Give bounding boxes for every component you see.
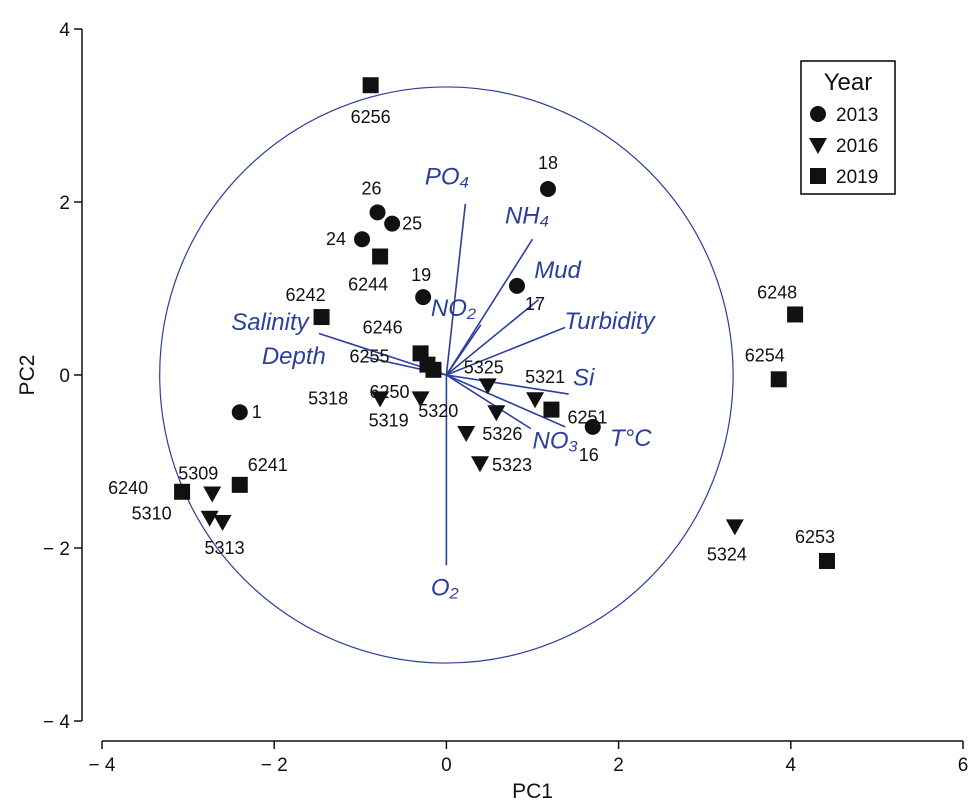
data-point [384, 216, 400, 232]
data-point [314, 309, 330, 325]
x-tick-label: 4 [786, 755, 797, 776]
loading-vector-label: NO₂ [431, 295, 476, 322]
legend-marker [810, 168, 826, 184]
series-2019: 6256 6244 6242 6246 6255 6250 6251 6248 6254 6253… [108, 77, 835, 569]
data-point-label: 18 [538, 153, 558, 173]
data-point-label: 6256 [351, 107, 391, 127]
data-point [372, 248, 388, 264]
data-point [479, 378, 497, 394]
legend-entry-label: 2019 [836, 167, 878, 188]
data-point-label: 6250 [369, 382, 409, 402]
data-point [487, 405, 505, 421]
data-point [354, 231, 370, 247]
data-point [457, 426, 475, 442]
data-point-label: 5321 [525, 367, 565, 387]
loading-vectors-layer: PO₄ NH₄ Mud NO₂ Turbidity Salinity Depth Si NO₃ T… [231, 164, 656, 602]
data-point-label: 5325 [464, 357, 504, 377]
data-point [214, 515, 232, 531]
x-tick-label: 6 [958, 755, 968, 776]
y-tick-label: − 4 [43, 712, 70, 733]
data-point-label: 5309 [178, 464, 218, 484]
data-point-label: 6246 [363, 317, 403, 337]
data-point-label: 6241 [248, 455, 288, 475]
y-tick-label: 0 [59, 366, 70, 387]
data-point-label: 6240 [108, 478, 148, 498]
data-point [509, 278, 525, 294]
data-point [543, 402, 559, 418]
loading-vector-label: Salinity [231, 309, 310, 336]
y-tick-label: − 2 [43, 539, 70, 560]
loading-vector-label: NH₄ [505, 203, 549, 230]
y-axis-title: PC2 [16, 355, 39, 396]
data-point [203, 487, 221, 503]
x-axis-title: PC1 [512, 780, 553, 803]
loading-vector-label: Mud [534, 257, 581, 284]
data-point [787, 306, 803, 322]
data-point [174, 484, 190, 500]
data-point-label: 1 [252, 402, 262, 422]
loading-vector-label: O₂ [431, 575, 459, 602]
x-tick-label: − 4 [89, 755, 116, 776]
legend-marker [810, 106, 826, 122]
data-point-label: 6248 [757, 282, 797, 302]
data-point-label: 16 [579, 445, 599, 465]
data-point-label: 6254 [745, 345, 785, 365]
x-tick-label: 0 [441, 755, 452, 776]
data-point [370, 204, 386, 220]
data-point-label: 5313 [205, 538, 245, 558]
data-point-label: 5318 [308, 388, 348, 408]
data-point-label: 19 [411, 265, 431, 285]
data-point-label: 25 [402, 214, 422, 234]
data-point-label: 5323 [492, 455, 532, 475]
legend-title: Year [824, 69, 873, 96]
data-point [232, 477, 248, 493]
series-2016: 5325 5321 5318 5319 5320 5326 5323 5309 5310 5313… [132, 357, 747, 564]
data-point [415, 289, 431, 305]
legend-entry-label: 2013 [836, 105, 878, 126]
loading-vector-label: NO₃ [533, 428, 579, 455]
data-point-label: 6242 [286, 285, 326, 305]
data-point-label: 5319 [369, 410, 409, 430]
data-point [425, 362, 441, 378]
data-point-label: 26 [362, 178, 382, 198]
data-point-label: 5324 [707, 544, 747, 564]
data-point-label: 5320 [418, 401, 458, 421]
data-point-label: 24 [326, 229, 346, 249]
data-point [726, 519, 744, 535]
loading-vector-label: Si [573, 364, 595, 391]
data-point [471, 456, 489, 472]
loading-vector-label: Depth [262, 343, 326, 370]
data-point-label: 17 [525, 294, 545, 314]
data-point [771, 371, 787, 387]
x-tick-label: − 2 [261, 755, 288, 776]
x-tick-label: 2 [613, 755, 624, 776]
data-point [526, 392, 544, 408]
legend-entry-label: 2016 [836, 136, 878, 157]
data-point [540, 181, 556, 197]
data-point-label: 6244 [348, 274, 388, 294]
legend: Year 2013 2016 2019 [801, 61, 895, 194]
data-point-label: 6251 [567, 408, 607, 428]
data-point [819, 553, 835, 569]
loading-vector-label: PO₄ [425, 164, 469, 191]
data-point [232, 404, 248, 420]
data-point-label: 6253 [795, 527, 835, 547]
loading-vector-label: Turbidity [564, 308, 656, 335]
data-point [363, 77, 379, 93]
data-point-label: 5310 [132, 504, 172, 524]
y-tick-label: 4 [59, 20, 70, 41]
data-point-label: 6255 [349, 347, 389, 367]
loading-vector-label: T°C [610, 425, 652, 452]
data-point-label: 5326 [482, 424, 522, 444]
y-tick-label: 2 [59, 193, 70, 214]
